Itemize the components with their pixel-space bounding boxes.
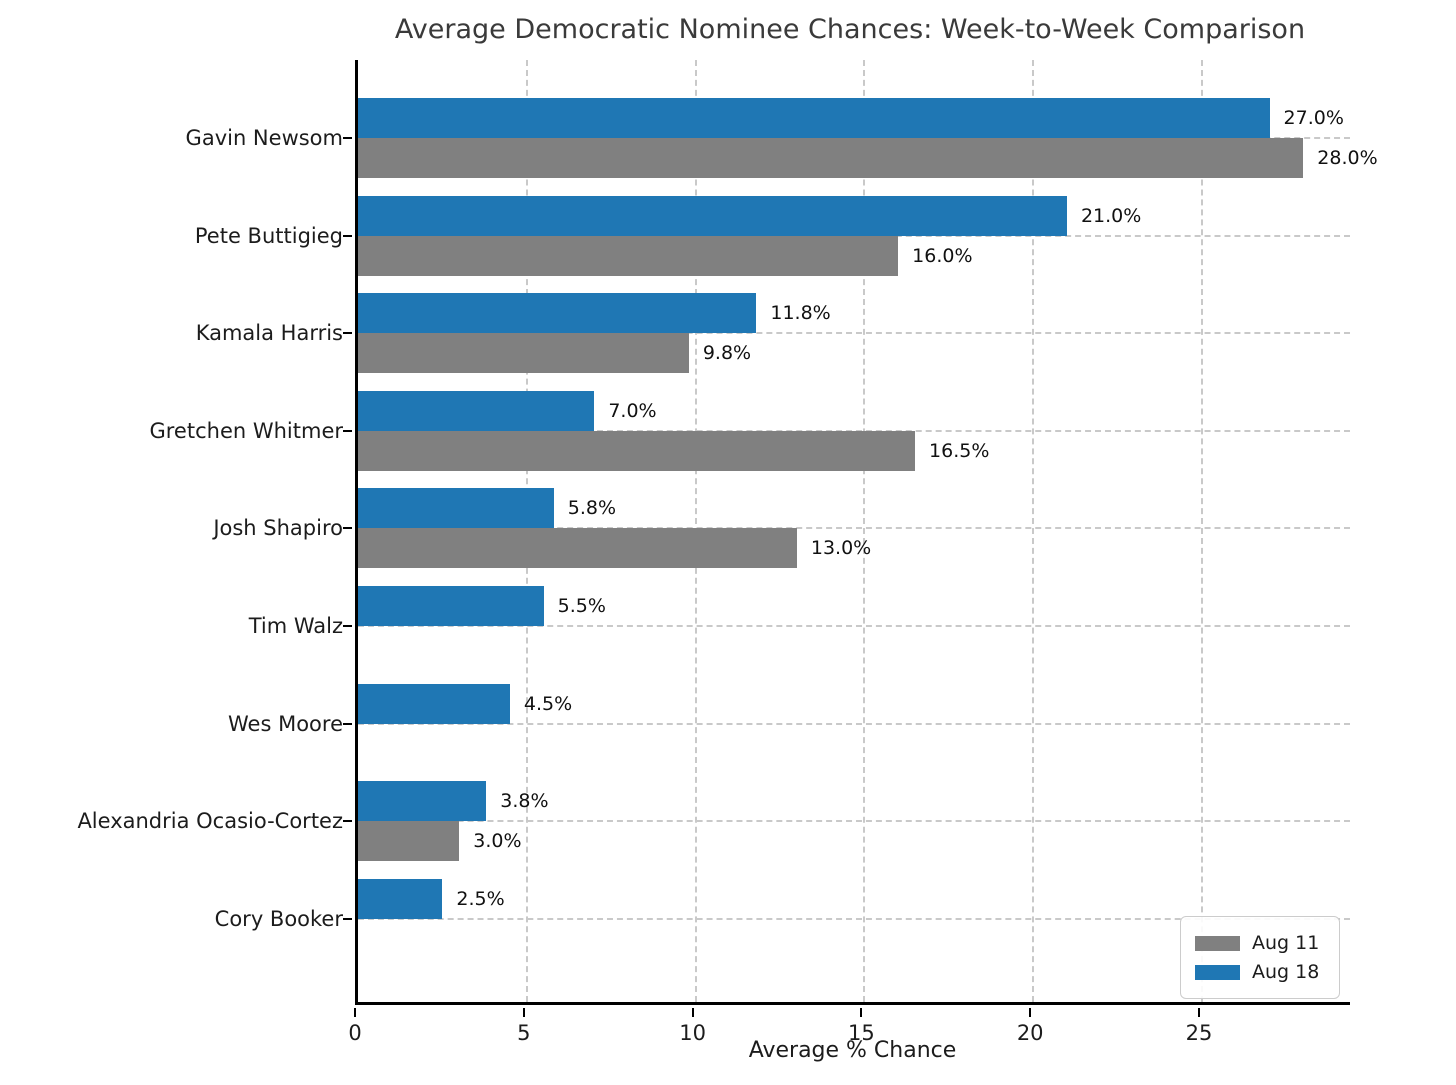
bar-aug-18-gretchen-whitmer — [358, 390, 595, 431]
horizontal-gridline-alexandria-ocasio-cortez — [358, 820, 1350, 823]
value-label-aug-11-alexandria-ocasio-cortez: 3.0% — [473, 830, 522, 853]
bar-aug-18-cory-booker — [358, 878, 443, 919]
category-label-cory-booker: Cory Booker — [214, 906, 343, 931]
x-tick-mark-10 — [691, 1008, 694, 1017]
x-tick-mark-5 — [522, 1008, 525, 1017]
x-tick-mark-15 — [860, 1008, 863, 1017]
bar-aug-11-gavin-newsom — [358, 138, 1304, 178]
value-label-aug-18-gretchen-whitmer: 7.0% — [608, 399, 657, 422]
value-label-aug-11-kamala-harris: 9.8% — [702, 342, 752, 365]
bar-aug-11-kamala-harris — [358, 333, 689, 374]
value-label-aug-18-cory-booker: 2.5% — [456, 887, 505, 910]
bar-aug-11-gretchen-whitmer — [358, 430, 916, 471]
value-label-aug-11-josh-shapiro: 13.0% — [810, 537, 872, 560]
value-label-aug-11-gavin-newsom: 28.0% — [1317, 147, 1378, 169]
y-tick-mark-wes-moore — [343, 722, 352, 725]
x-tick-label-10: 10 — [679, 1021, 706, 1045]
y-tick-mark-alexandria-ocasio-cortez — [343, 820, 352, 823]
bar-aug-18-kamala-harris — [358, 293, 757, 334]
y-tick-mark-pete-buttigieg — [343, 234, 352, 237]
bar-aug-18-alexandria-ocasio-cortez — [358, 781, 487, 822]
category-label-josh-shapiro: Josh Shapiro — [213, 516, 343, 541]
bar-aug-18-gavin-newsom — [358, 98, 1270, 138]
vertical-gridline-20 — [1032, 60, 1035, 1002]
legend-entry-aug-18: Aug 18 — [1195, 959, 1325, 985]
legend: Aug 11 Aug 18 — [1180, 916, 1340, 999]
horizontal-gridline-wes-moore — [358, 722, 1350, 725]
y-tick-mark-josh-shapiro — [343, 527, 352, 530]
value-label-aug-18-gavin-newsom: 27.0% — [1283, 107, 1344, 129]
legend-label-aug-18: Aug 18 — [1252, 961, 1320, 983]
value-label-aug-18-wes-moore: 4.5% — [523, 692, 573, 715]
horizontal-gridline-josh-shapiro — [358, 527, 1350, 530]
x-tick-label-0: 0 — [348, 1021, 362, 1045]
vertical-gridline-25 — [1201, 60, 1203, 1002]
plot-area: 27.0% 28.0% 21.0% 16.0% 11.8% 9.8% 7.0% 16.5% 5.… — [355, 60, 1378, 1005]
category-label-tim-walz: Tim Walz — [248, 614, 343, 638]
y-tick-mark-cory-booker — [343, 917, 352, 920]
x-tick-mark-20 — [1029, 1008, 1032, 1017]
category-label-alexandria-ocasio-cortez: Alexandria Ocasio-Cortez — [77, 809, 343, 834]
x-tick-mark-0 — [354, 1008, 356, 1017]
legend-swatch-aug-18 — [1195, 964, 1240, 980]
legend-label-aug-11: Aug 11 — [1252, 932, 1320, 954]
bar-aug-11-alexandria-ocasio-cortez — [358, 821, 460, 862]
legend-swatch-aug-11 — [1195, 935, 1240, 951]
bar-aug-18-pete-buttigieg — [358, 195, 1067, 236]
category-label-gavin-newsom: Gavin Newsom — [185, 126, 343, 150]
x-tick-label-25: 25 — [1185, 1021, 1213, 1045]
bar-aug-18-wes-moore — [358, 683, 510, 724]
bar-aug-11-pete-buttigieg — [358, 235, 899, 276]
value-label-aug-11-gretchen-whitmer: 16.5% — [929, 439, 990, 462]
horizontal-gridline-kamala-harris — [358, 332, 1350, 335]
horizontal-gridline-tim-walz — [358, 625, 1350, 627]
y-tick-mark-gretchen-whitmer — [343, 429, 352, 432]
vertical-gridline-15 — [863, 60, 866, 1002]
value-label-aug-11-pete-buttigieg: 16.0% — [912, 244, 973, 267]
y-tick-mark-gavin-newsom — [343, 137, 352, 139]
value-label-aug-18-alexandria-ocasio-cortez: 3.8% — [500, 790, 549, 813]
x-tick-mark-25 — [1198, 1008, 1200, 1017]
value-label-aug-18-pete-buttigieg: 21.0% — [1080, 204, 1142, 227]
bar-aug-18-josh-shapiro — [358, 488, 554, 529]
value-label-aug-18-kamala-harris: 11.8% — [770, 302, 831, 325]
bar-aug-11-josh-shapiro — [358, 528, 797, 569]
y-tick-mark-tim-walz — [343, 625, 352, 627]
horizontal-gridline-cory-booker — [358, 917, 1350, 920]
value-label-aug-18-tim-walz: 5.5% — [557, 595, 606, 617]
chart-title: Average Democratic Nominee Chances: Week… — [394, 14, 1306, 45]
category-label-pete-buttigieg: Pete Buttigieg — [194, 223, 343, 248]
category-label-kamala-harris: Kamala Harris — [195, 321, 343, 346]
y-tick-mark-kamala-harris — [343, 332, 352, 335]
bar-aug-18-tim-walz — [358, 586, 544, 626]
x-tick-label-15: 15 — [848, 1021, 875, 1045]
x-axis-label: Average % Chance — [748, 1038, 957, 1063]
category-label-gretchen-whitmer: Gretchen Whitmer — [149, 418, 343, 443]
legend-entry-aug-11: Aug 11 — [1195, 930, 1325, 956]
category-label-wes-moore: Wes Moore — [228, 711, 343, 736]
value-label-aug-18-josh-shapiro: 5.8% — [567, 497, 617, 520]
x-tick-label-20: 20 — [1016, 1021, 1044, 1045]
x-tick-label-5: 5 — [517, 1021, 531, 1045]
